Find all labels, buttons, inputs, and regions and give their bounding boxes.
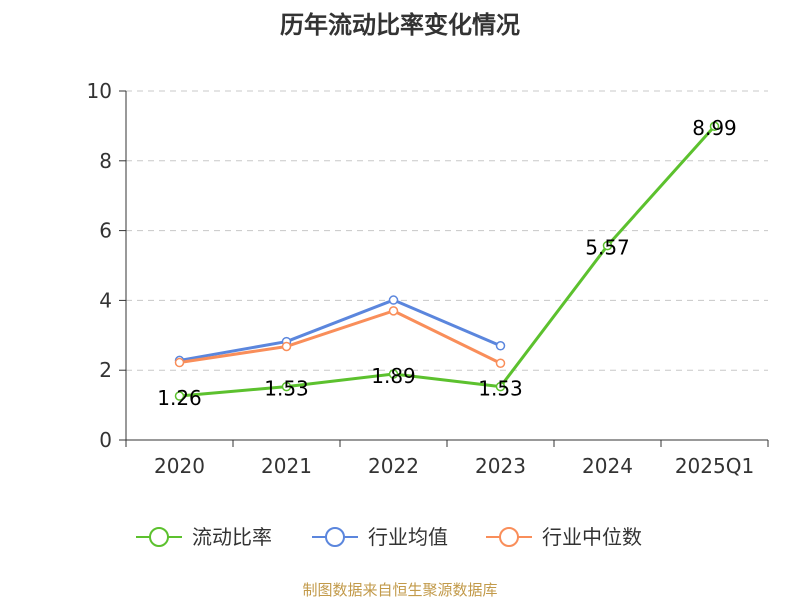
legend[interactable]: 流动比率 行业均值 行业中位数 <box>136 525 642 549</box>
x-tick-label: 2022 <box>368 454 419 478</box>
x-tick-label: 2021 <box>261 454 312 478</box>
legend-marker-icon <box>149 527 169 547</box>
x-tick-label: 2023 <box>475 454 526 478</box>
source-note: 制图数据来自恒生聚源数据库 <box>302 581 497 599</box>
y-tick-label: 0 <box>99 428 112 452</box>
data-label: 8.99 <box>692 116 737 140</box>
x-tick-label: 2025Q1 <box>675 454 754 478</box>
data-point <box>281 381 292 392</box>
y-tick-label: 4 <box>99 288 112 312</box>
data-point <box>495 358 506 368</box>
series-line-2 <box>179 309 502 365</box>
legend-item-2[interactable]: 行业中位数 <box>486 525 642 549</box>
data-point <box>174 391 185 401</box>
data-label: 1.53 <box>264 377 309 401</box>
data-point <box>388 369 399 379</box>
data-point <box>602 240 613 251</box>
legend-item-1[interactable]: 行业均值 <box>312 525 448 549</box>
data-label: 1.26 <box>157 386 202 410</box>
data-point <box>495 381 506 392</box>
axes: 0 2 4 6 8 10 2020 2021 2022 2023 2024 2025Q1 <box>87 79 769 478</box>
legend-label: 行业中位数 <box>542 525 642 549</box>
data-point <box>495 341 506 351</box>
grid-lines <box>126 90 768 371</box>
data-label: 1.53 <box>478 377 523 401</box>
series-line-0 <box>179 125 716 398</box>
series-line-1 <box>179 298 502 362</box>
y-tick-label: 8 <box>99 149 112 173</box>
markers <box>174 121 720 401</box>
legend-label: 行业均值 <box>368 525 448 549</box>
y-tick-label: 2 <box>99 358 112 382</box>
legend-item-0[interactable]: 流动比率 <box>136 525 272 549</box>
data-labels: 1.26 1.53 1.89 1.53 5.57 8.99 <box>157 116 737 410</box>
y-tick-label: 6 <box>99 219 112 243</box>
legend-marker-icon <box>325 527 345 547</box>
chart-title: 历年流动比率变化情况 <box>280 11 520 39</box>
x-tick-label: 2020 <box>154 454 205 478</box>
series-lines <box>179 125 716 398</box>
x-tick-label: 2024 <box>582 454 633 478</box>
data-point <box>388 306 399 316</box>
data-point <box>709 121 720 131</box>
data-point <box>174 357 185 368</box>
legend-marker-icon <box>499 527 519 547</box>
data-point <box>281 341 292 352</box>
data-label: 5.57 <box>585 236 630 260</box>
y-tick-label: 10 <box>87 79 112 103</box>
data-label: 1.89 <box>371 364 416 388</box>
data-point <box>388 295 399 305</box>
legend-label: 流动比率 <box>192 525 272 549</box>
